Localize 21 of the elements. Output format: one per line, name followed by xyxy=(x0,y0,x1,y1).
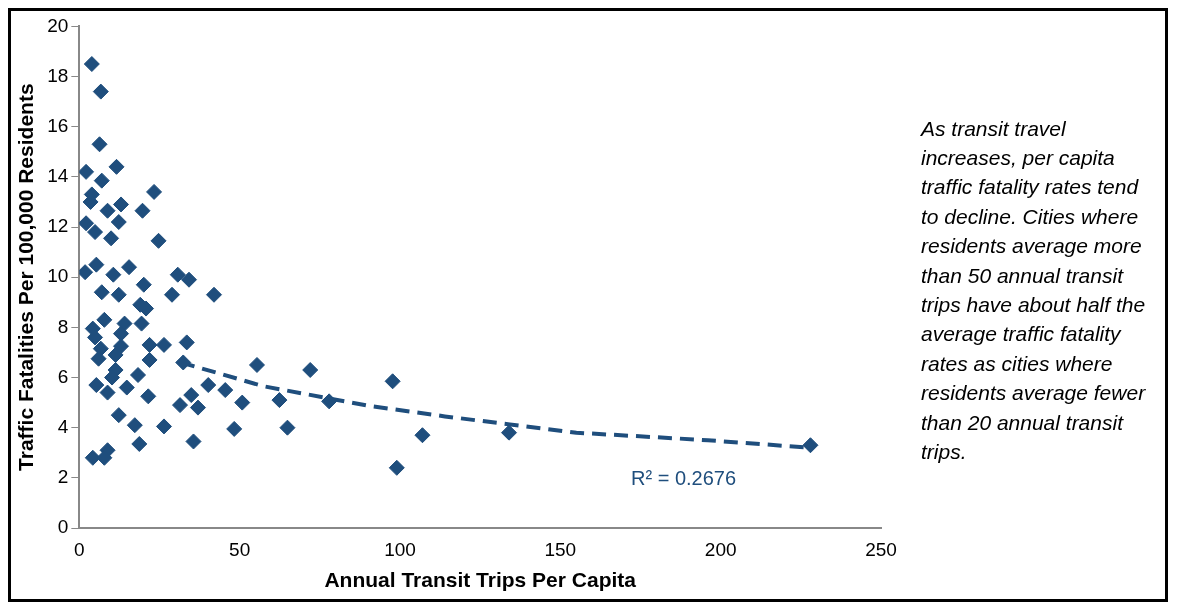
x-tick-label: 250 xyxy=(865,538,897,560)
x-tick-label: 50 xyxy=(229,538,251,560)
y-tick-label: 8 xyxy=(57,315,69,337)
y-tick-label: 18 xyxy=(47,64,69,86)
x-tick-label: 0 xyxy=(74,538,85,560)
y-tick-label: 6 xyxy=(57,365,69,387)
text: As transit travel increases, per capita traffic fatality rates tend to decline. Cities where residents average more than 50 annual transit trips have about half the average traffic fatality rates as cities where residents average fewer than 20 annual transit trips. xyxy=(921,116,1146,463)
y-tick-label: 20 xyxy=(47,14,69,36)
y-axis-title: Traffic Fatalities Per 100,000 Residents xyxy=(14,83,38,471)
x-tick-label: 150 xyxy=(544,538,577,560)
y-tick-label: 0 xyxy=(57,516,69,538)
y-tick-label: 16 xyxy=(47,114,69,136)
x-axis-title: Annual Transit Trips Per Capita xyxy=(324,568,637,592)
y-tick-label: 12 xyxy=(47,215,69,237)
y-tick-label: 2 xyxy=(57,466,69,488)
x-tick-label: 100 xyxy=(384,538,416,560)
x-tick-label: 200 xyxy=(704,538,737,560)
y-tick-label: 4 xyxy=(57,415,69,437)
y-tick-label: 14 xyxy=(47,165,69,187)
annotation: R² = 0.2676 xyxy=(631,467,737,490)
y-tick-label: 10 xyxy=(47,265,69,287)
